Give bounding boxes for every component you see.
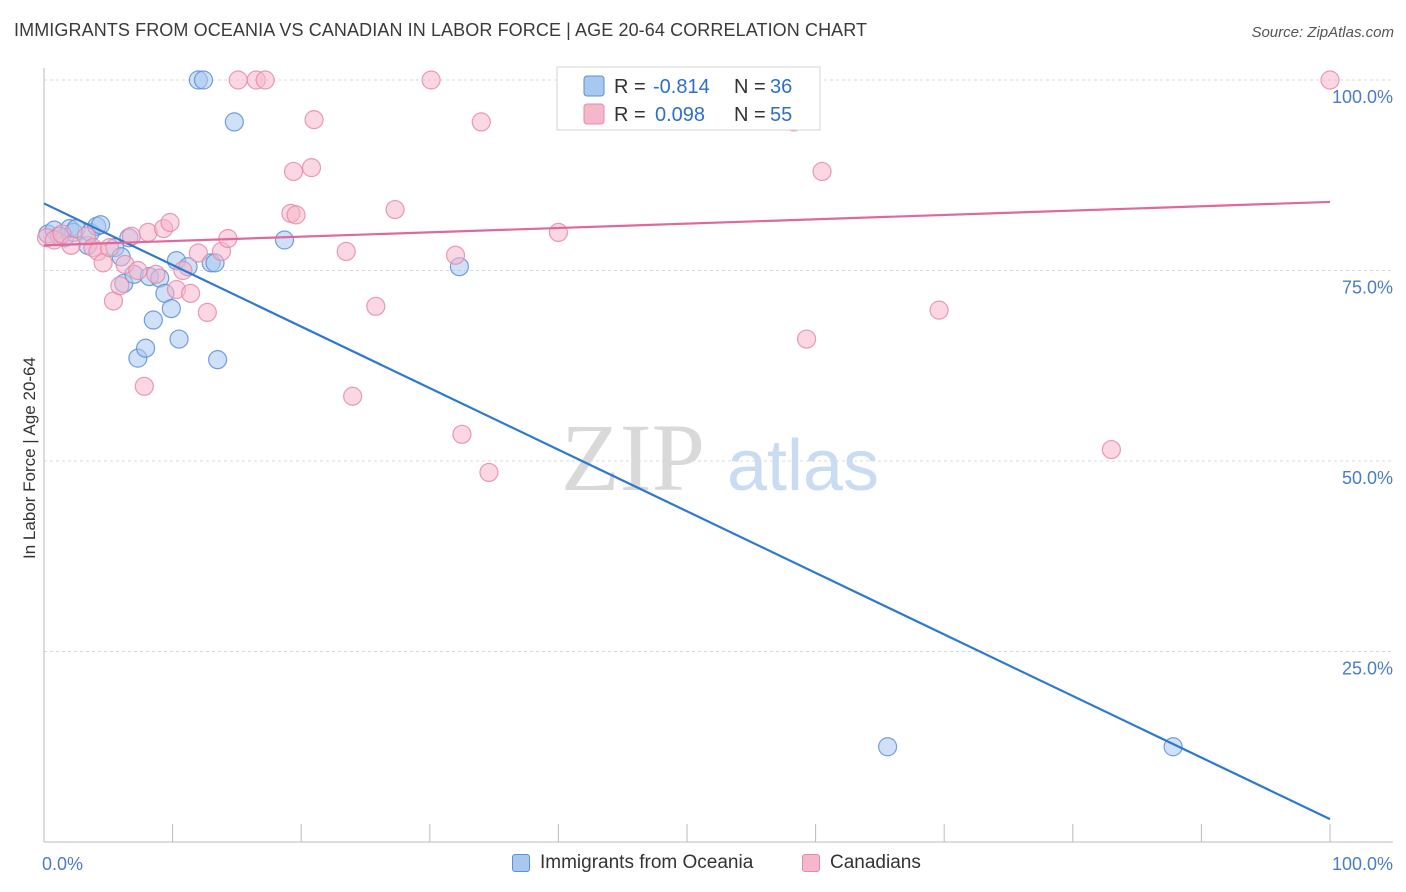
axes — [43, 68, 1393, 843]
x-tick-label: 0.0% — [42, 854, 83, 874]
x-tick-labels: 0.0% 100.0% — [42, 854, 1393, 874]
point-canadians — [548, 222, 569, 242]
point-canadians — [286, 205, 306, 225]
point-canadians — [1101, 439, 1121, 460]
point-canadians — [304, 110, 324, 130]
point-canadians — [812, 161, 832, 182]
y-tick-label: 75.0% — [1342, 278, 1393, 298]
y-tick-label: 50.0% — [1342, 468, 1393, 488]
trend-line-canadians — [43, 200, 1331, 247]
y-tick-label: 25.0% — [1342, 659, 1393, 679]
point-canadians — [929, 300, 949, 320]
point-canadians — [146, 264, 166, 284]
point-oceania — [161, 299, 181, 319]
correlation-legend: R = -0.814 N = 36 R = 0.098 N = 55 — [556, 66, 821, 131]
y-axis-label: In Labor Force | Age 20-64 — [20, 357, 39, 559]
x-tick-label: 100.0% — [1332, 854, 1393, 874]
point-canadians — [471, 112, 491, 132]
point-oceania — [143, 310, 163, 330]
y-tick-labels: 100.0% 75.0% 50.0% 25.0% — [1332, 87, 1393, 679]
trend-lines — [43, 200, 1331, 821]
source-credit: Source: ZipAtlas.com — [1251, 24, 1394, 41]
legend-n-label: N = — [734, 104, 766, 126]
y-tick-label: 100.0% — [1332, 87, 1393, 107]
point-canadians — [1320, 70, 1340, 90]
point-canadians — [188, 243, 208, 263]
point-canadians — [421, 70, 441, 90]
point-canadians — [452, 424, 472, 444]
legend-n-value: 36 — [770, 76, 792, 98]
point-canadians — [255, 70, 275, 90]
legend-r-label: R = — [614, 104, 646, 126]
point-canadians — [479, 462, 499, 483]
point-oceania — [135, 338, 156, 358]
swatch-canadians — [802, 854, 820, 872]
legend-item-canadians: Canadians — [802, 852, 921, 874]
point-canadians — [283, 161, 304, 182]
swatch-oceania — [512, 854, 530, 872]
point-canadians — [181, 283, 201, 303]
chart-title: IMMIGRANTS FROM OCEANIA VS CANADIAN IN L… — [14, 20, 868, 40]
legend-r-value: 0.098 — [655, 104, 705, 126]
legend-n-label: N = — [734, 76, 766, 98]
point-canadians — [99, 238, 120, 258]
data-points — [36, 70, 1340, 757]
legend-label-canadians: Canadians — [830, 852, 921, 873]
point-canadians — [343, 386, 363, 406]
legend-swatch-canadians — [583, 103, 605, 125]
watermark-atlas: atlas — [727, 426, 879, 506]
point-oceania — [274, 230, 295, 250]
point-canadians — [128, 260, 148, 281]
point-canadians — [228, 70, 248, 90]
point-canadians — [796, 329, 817, 349]
series-legend: Immigrants from Oceania Canadians — [0, 850, 1406, 880]
point-canadians — [110, 276, 130, 296]
watermark: ZIP atlas — [561, 404, 879, 511]
legend-item-oceania: Immigrants from Oceania — [512, 852, 753, 874]
point-oceania — [208, 350, 228, 370]
point-oceania — [169, 329, 189, 349]
trend-line-oceania — [43, 202, 1331, 821]
grid-lines — [44, 79, 1393, 652]
point-canadians — [445, 245, 466, 265]
watermark-zip: ZIP — [561, 404, 705, 511]
legend-r-label: R = — [614, 76, 646, 98]
point-canadians — [197, 302, 217, 323]
point-oceania — [878, 737, 898, 757]
point-canadians — [336, 241, 356, 262]
point-canadians — [134, 376, 154, 396]
legend-swatch-oceania — [583, 75, 605, 97]
legend-label-oceania: Immigrants from Oceania — [540, 852, 754, 873]
point-canadians — [385, 199, 405, 220]
point-oceania — [224, 112, 244, 132]
point-canadians — [366, 296, 386, 316]
legend-n-value: 55 — [770, 104, 792, 126]
legend-r-value: -0.814 — [653, 76, 710, 98]
point-canadians — [301, 158, 322, 178]
point-canadians — [160, 212, 180, 233]
point-oceania — [193, 70, 214, 90]
